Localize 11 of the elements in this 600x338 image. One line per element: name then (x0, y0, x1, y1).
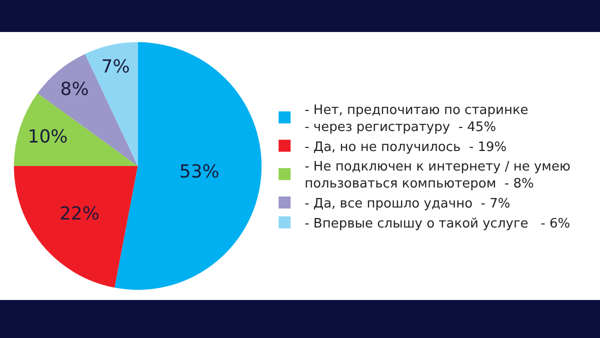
legend-label: - Нет, предпочитаю по старинке - через регистратуру - 45% (304, 103, 528, 135)
legend-label: - Не подключен к интернету / не умею пользоваться компьютером - 8% (304, 160, 570, 192)
data-label: 10% (28, 126, 68, 148)
pie-slice (14, 166, 138, 288)
data-label: 7% (101, 56, 130, 78)
legend-label: - Да, все прошло удачно - 7% (304, 196, 510, 212)
data-label: 22% (59, 204, 100, 225)
data-label: 53% (179, 161, 220, 182)
data-label: 8% (60, 79, 89, 100)
legend-label: - Впервые слышу о такой услуге - 6% (304, 216, 570, 232)
legend-label: - Да, но не получилось - 19% (304, 140, 507, 155)
